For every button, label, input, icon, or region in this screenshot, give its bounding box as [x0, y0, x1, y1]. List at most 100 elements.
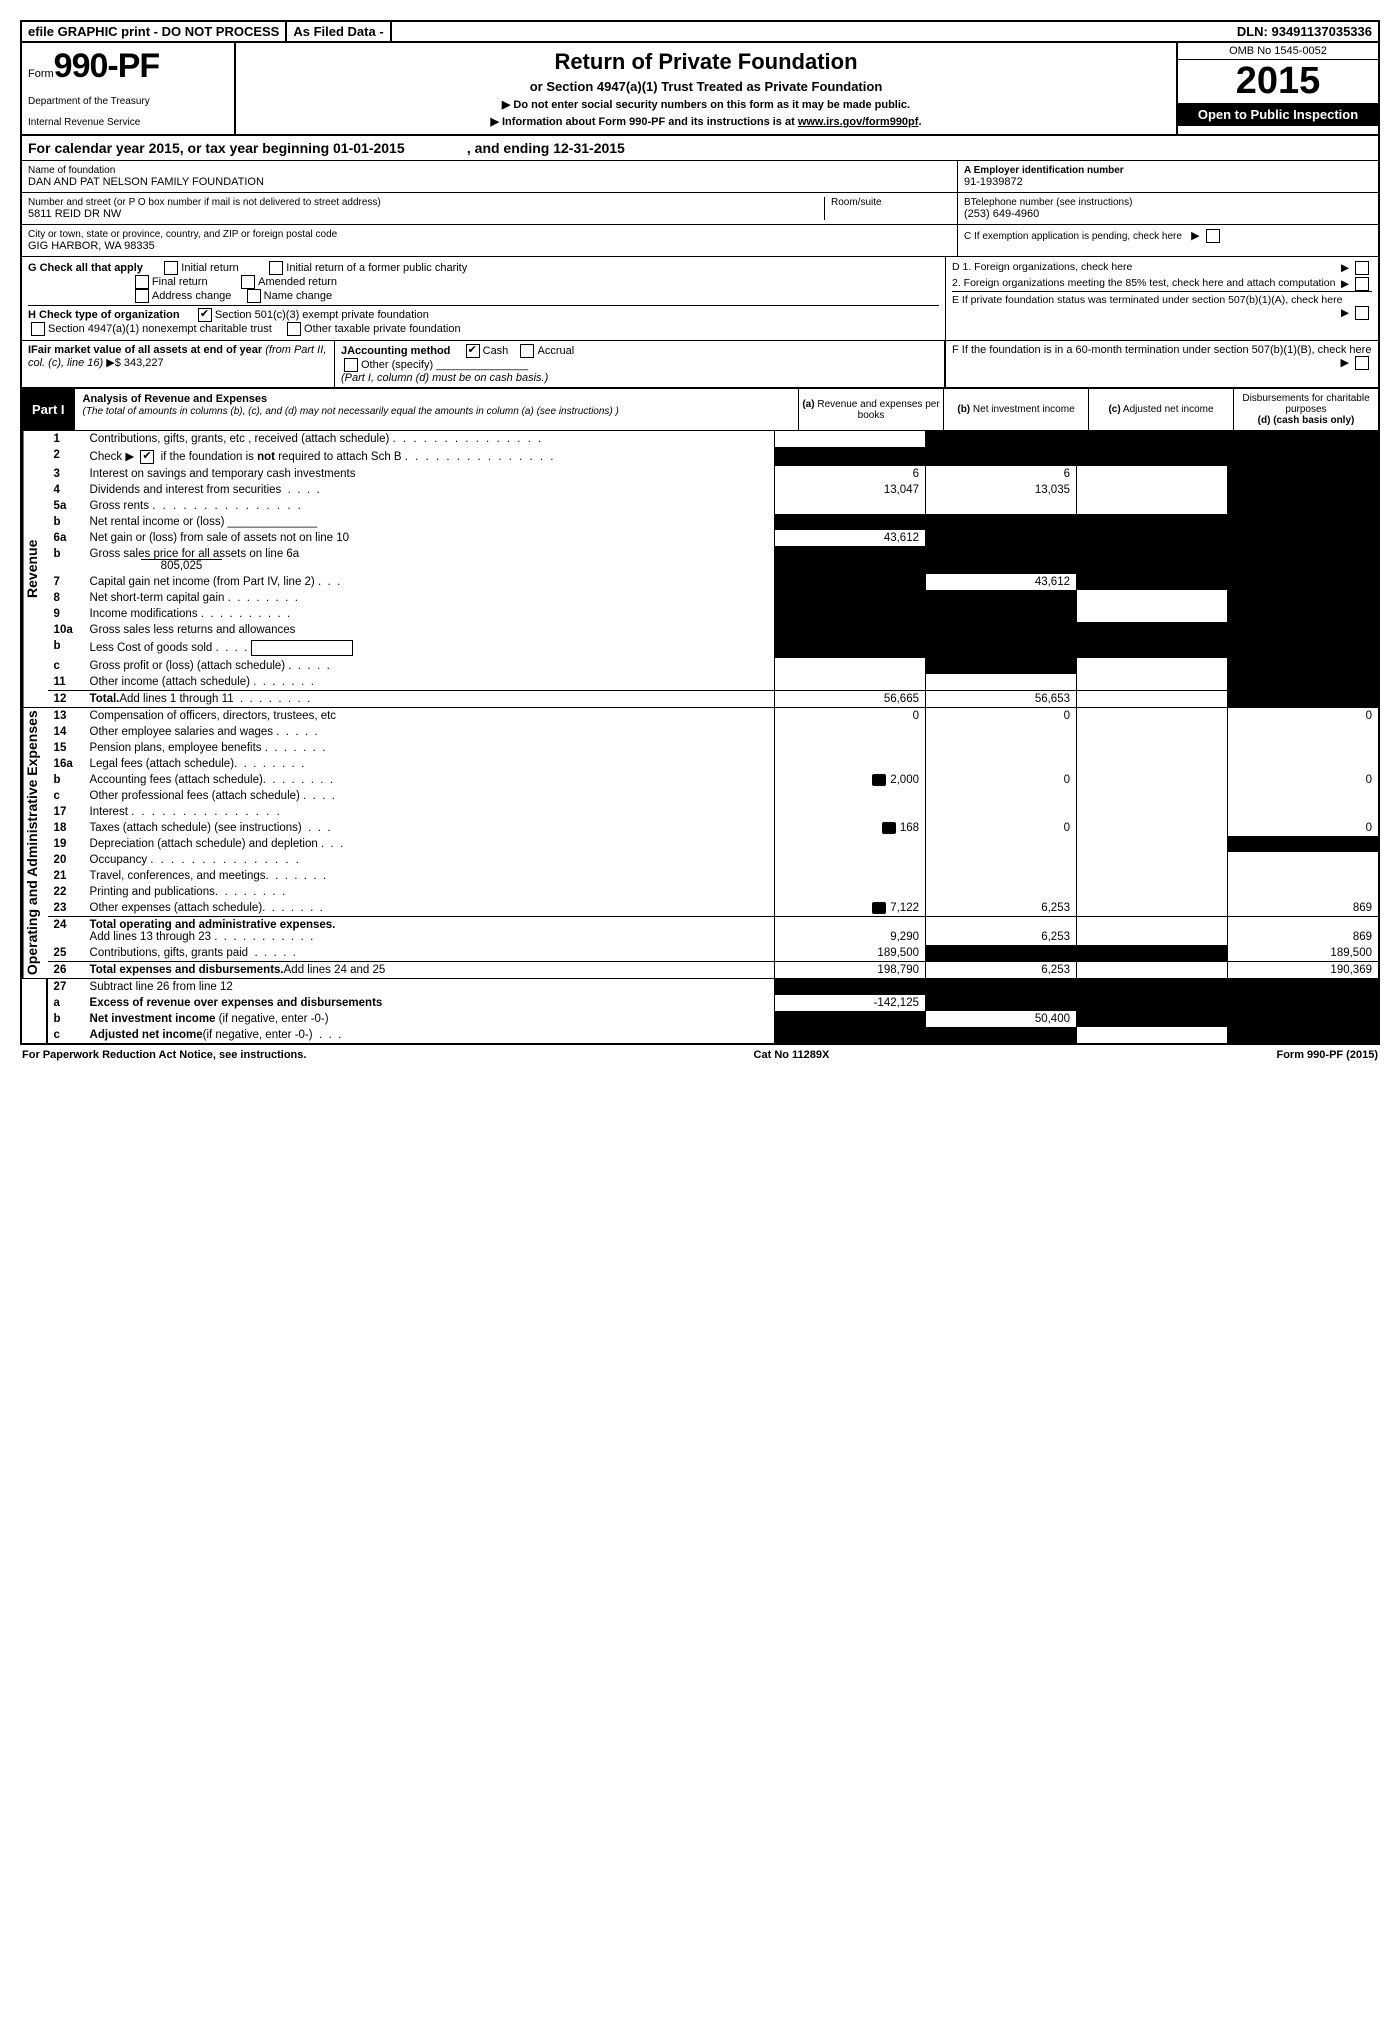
footer-left: For Paperwork Reduction Act Notice, see … [22, 1049, 306, 1061]
footer-right-b: 990-PF [1307, 1049, 1343, 1061]
l16c-c [1077, 788, 1228, 804]
l27c-num: c [48, 1027, 86, 1043]
l24-desc: Total operating and administrative expen… [90, 919, 336, 931]
col-c-head: (c) Adjusted net income [1088, 389, 1233, 430]
l19-b [926, 836, 1077, 852]
line-15: 15 Pension plans, employee benefits . . … [48, 740, 1378, 756]
h-cb-other[interactable] [287, 322, 301, 336]
j-cb-other[interactable] [344, 358, 358, 372]
g-cb-amended[interactable] [241, 275, 255, 289]
l16b-desc: Accounting fees (attach schedule) [90, 774, 263, 786]
line-27: 27 Subtract line 26 from line 12 [48, 979, 1378, 995]
l5b-num: b [48, 514, 86, 530]
g-cb-name[interactable] [247, 289, 261, 303]
l4-desc: Dividends and interest from securities [90, 484, 282, 496]
city-label: City or town, state or province, country… [28, 229, 951, 240]
l27c-c [1077, 1027, 1228, 1043]
line-18: 18 Taxes (attach schedule) (see instruct… [48, 820, 1378, 836]
l8-c [1077, 590, 1228, 606]
d1-checkbox[interactable] [1355, 261, 1369, 275]
note2-link[interactable]: www.irs.gov/form990pf [798, 116, 919, 128]
l16b-c [1077, 772, 1228, 788]
ein-value: 91-1939872 [964, 176, 1372, 188]
l9-b [926, 606, 1077, 622]
f-checkbox[interactable] [1355, 356, 1369, 370]
ein-cell: A Employer identification number 91-1939… [958, 161, 1378, 193]
l27a-num: a [48, 995, 86, 1011]
header: Form990-PF Department of the Treasury In… [22, 43, 1378, 136]
l2-b [926, 447, 1077, 466]
g-cb-address[interactable] [135, 289, 149, 303]
l23-c [1077, 900, 1228, 917]
e-checkbox[interactable] [1355, 306, 1369, 320]
col-a-head: (a) Revenue and expenses per books [798, 389, 943, 430]
l17-c [1077, 804, 1228, 820]
calendar-year-row: For calendar year 2015, or tax year begi… [22, 136, 1378, 161]
l27-a [775, 979, 926, 995]
l22-a [775, 884, 926, 900]
l8-d [1228, 590, 1379, 606]
g-opt2: Initial return of a former public charit… [286, 262, 467, 274]
l16a-d [1228, 756, 1379, 772]
l15-a [775, 740, 926, 756]
j-cb-cash[interactable] [466, 344, 480, 358]
h-cb-4947[interactable] [31, 322, 45, 336]
l13-c [1077, 708, 1228, 724]
l10c-a [775, 658, 926, 674]
l2-checkbox[interactable] [140, 450, 154, 464]
l5a-desc: Gross rents [90, 500, 149, 512]
col-a-t: Revenue and expenses per books [817, 399, 939, 421]
col-d-t2: (d) (cash basis only) [1258, 415, 1355, 426]
l7-num: 7 [48, 574, 86, 590]
j-other: Other (specify) [361, 359, 433, 371]
l11-d [1228, 674, 1379, 691]
attach-icon[interactable] [872, 902, 886, 914]
l26-desc: Total expenses and disbursements. [90, 964, 284, 976]
attach-icon[interactable] [882, 822, 896, 834]
j-cash: Cash [483, 345, 509, 357]
j-label: JAccounting method [341, 345, 450, 357]
expenses-sidelabel: Operating and Administrative Expenses [22, 708, 48, 978]
phone-value: (253) 649-4960 [964, 208, 1372, 220]
line-2: 2 Check ▶ if the foundation is not requi… [48, 447, 1378, 466]
g-cb-initial[interactable] [164, 261, 178, 275]
l26-b: 6,253 [926, 962, 1077, 979]
l16b-a: 2,000 [775, 772, 926, 788]
l3-num: 3 [48, 466, 86, 482]
line-27b: b Net investment income (if negative, en… [48, 1011, 1378, 1027]
l2-desc-a: Check ▶ [90, 451, 138, 463]
g-cb-initial-former[interactable] [269, 261, 283, 275]
l24-d: 869 [1228, 917, 1379, 946]
l5b-d [1228, 514, 1379, 530]
l27a-b [926, 995, 1077, 1011]
footer-mid: Cat No 11289X [754, 1049, 830, 1061]
l6b-c [1077, 546, 1228, 574]
d1-label: D 1. Foreign organizations, check here [952, 261, 1132, 273]
l10a-c [1077, 622, 1228, 638]
l20-a [775, 852, 926, 868]
l21-desc: Travel, conferences, and meetings [90, 870, 266, 882]
l27b-c [1077, 1011, 1228, 1027]
f-section: F If the foundation is in a 60-month ter… [945, 341, 1378, 387]
revenue-block: Revenue 1 Contributions, gifts, grants, … [22, 431, 1378, 707]
l5a-b [926, 498, 1077, 514]
j-cb-accrual[interactable] [520, 344, 534, 358]
line-10c: c Gross profit or (loss) (attach schedul… [48, 658, 1378, 674]
g-cb-final[interactable] [135, 275, 149, 289]
note2-c: . [918, 116, 921, 128]
calyear-end: 12-31-2015 [553, 140, 625, 156]
l6b-d [1228, 546, 1379, 574]
l17-desc: Interest [90, 806, 128, 818]
l27a-d [1228, 995, 1379, 1011]
l12-a: 56,665 [775, 690, 926, 707]
l27b-d [1228, 1011, 1379, 1027]
l5a-num: 5a [48, 498, 86, 514]
h-cb-501c3[interactable] [198, 308, 212, 322]
l27b-b: 50,400 [926, 1011, 1077, 1027]
d2-checkbox[interactable] [1355, 277, 1369, 291]
l27-num: 27 [48, 979, 86, 995]
l6a-num: 6a [48, 530, 86, 546]
attach-icon[interactable] [872, 774, 886, 786]
c-checkbox[interactable] [1206, 229, 1220, 243]
l27c-d [1228, 1027, 1379, 1043]
